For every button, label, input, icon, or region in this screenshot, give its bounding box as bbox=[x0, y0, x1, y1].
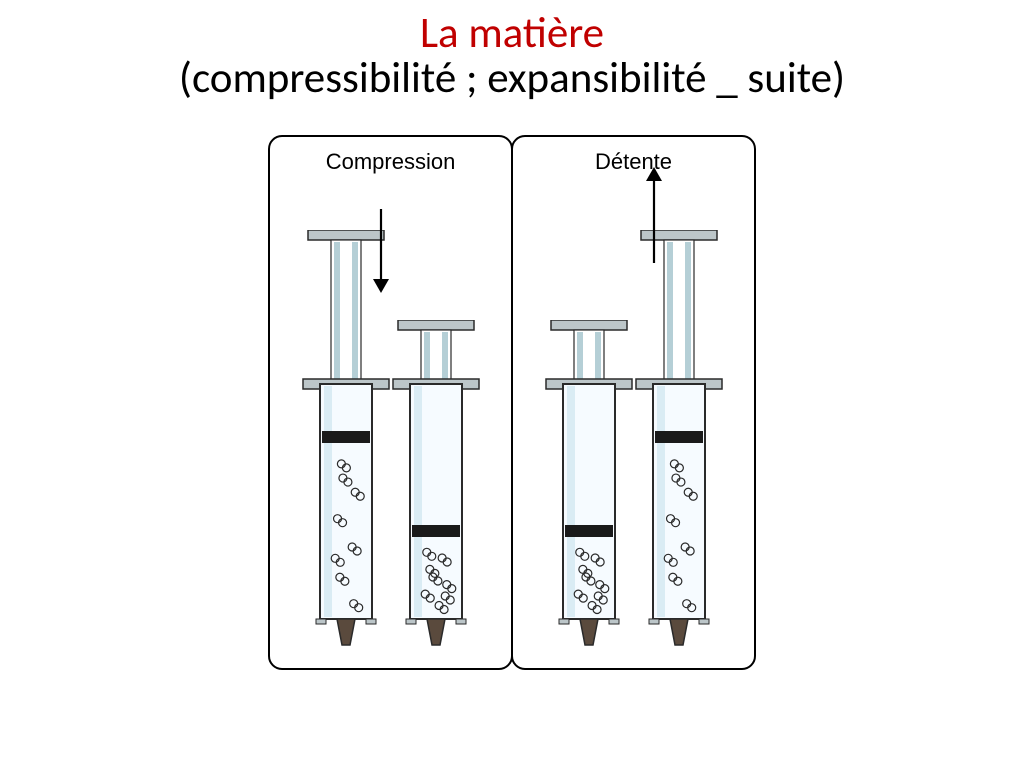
syringe bbox=[544, 192, 634, 647]
arrow-up-icon bbox=[643, 165, 665, 265]
panel-detente: Détente bbox=[511, 135, 756, 670]
title-main: La matière bbox=[0, 10, 1024, 55]
compression-arrow bbox=[370, 207, 392, 300]
arrow-down-icon bbox=[370, 207, 392, 295]
panel-title: Compression bbox=[326, 149, 456, 175]
syringe bbox=[391, 192, 481, 647]
syringe-icon bbox=[391, 320, 481, 647]
detente-arrow bbox=[643, 165, 665, 270]
syringe-icon bbox=[634, 230, 724, 647]
syringe-row bbox=[513, 187, 754, 647]
panel-compression: Compression bbox=[268, 135, 513, 670]
diagram-area: Compression Détente bbox=[0, 135, 1024, 670]
syringe-icon bbox=[544, 320, 634, 647]
title-sub: (compressibilité ; expansibilité _ suite… bbox=[0, 55, 1024, 100]
page-title: La matière (compressibilité ; expansibil… bbox=[0, 0, 1024, 100]
